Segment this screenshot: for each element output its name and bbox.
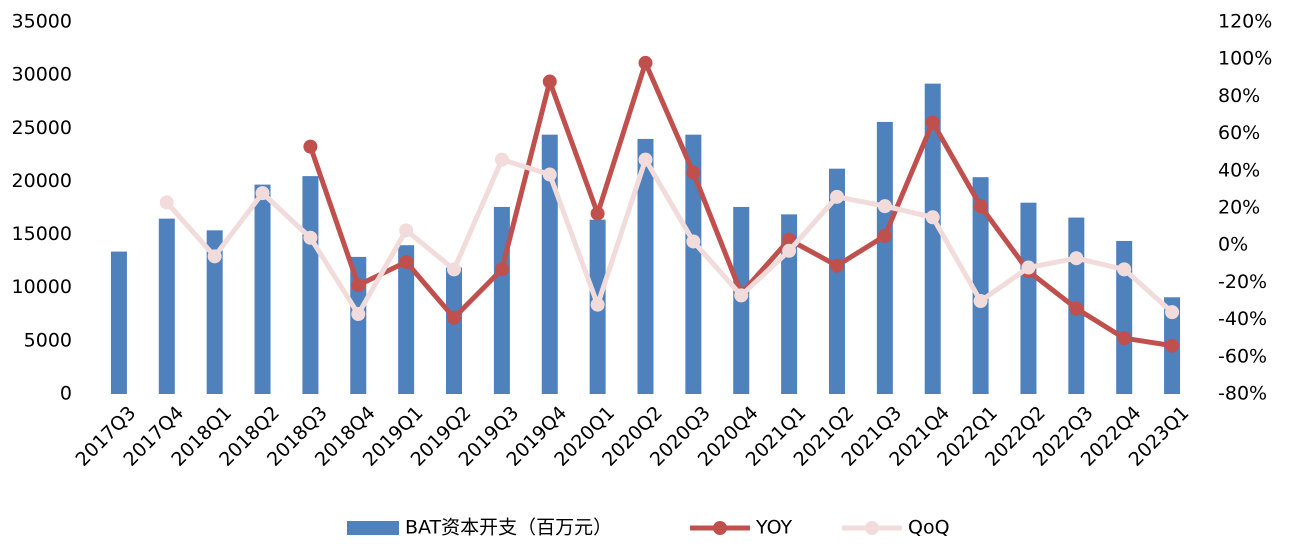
bar xyxy=(158,218,175,394)
marker xyxy=(399,223,414,238)
marker xyxy=(829,189,844,204)
y-tick-label: 20000 xyxy=(12,170,72,192)
marker xyxy=(1165,338,1180,353)
marker xyxy=(1165,305,1180,320)
y-tick-label: 15000 xyxy=(12,223,72,245)
marker xyxy=(1021,260,1036,275)
marker xyxy=(877,228,892,243)
marker xyxy=(1069,251,1084,266)
marker xyxy=(351,278,366,293)
bar xyxy=(206,230,223,394)
marker xyxy=(782,243,797,258)
bar xyxy=(1116,240,1133,394)
marker xyxy=(255,186,270,201)
marker xyxy=(159,195,174,210)
y-tick-label: 35000 xyxy=(12,11,72,33)
marker xyxy=(447,262,462,277)
y2-tick-label: -80% xyxy=(1218,383,1267,405)
bar xyxy=(350,256,367,394)
marker xyxy=(494,152,509,167)
marker xyxy=(207,249,222,264)
bar xyxy=(302,176,319,394)
marker xyxy=(734,288,749,303)
marker xyxy=(351,307,366,322)
legend-swatch xyxy=(347,521,399,535)
y-tick-label: 0 xyxy=(60,383,72,405)
marker xyxy=(590,206,605,221)
legend-swatch xyxy=(713,521,727,535)
bar xyxy=(493,206,510,394)
bar xyxy=(254,184,271,394)
y-tick-label: 25000 xyxy=(12,117,72,139)
marker xyxy=(973,294,988,308)
y2-tick-label: 0% xyxy=(1218,234,1248,256)
y2-tick-label: 100% xyxy=(1218,48,1272,70)
y2-tick-label: 80% xyxy=(1218,85,1260,107)
y-tick-label: 30000 xyxy=(12,64,72,86)
marker xyxy=(925,115,940,130)
legend-swatch xyxy=(865,521,879,535)
bar xyxy=(541,134,558,395)
bar xyxy=(637,138,654,394)
marker xyxy=(399,254,414,269)
legend-label: QoQ xyxy=(908,517,950,539)
y2-tick-label: -20% xyxy=(1218,271,1267,293)
bar xyxy=(110,251,127,394)
y2-tick-label: -60% xyxy=(1218,345,1267,367)
legend-label: YOY xyxy=(755,517,792,539)
bar xyxy=(446,267,463,394)
y2-tick-label: 60% xyxy=(1218,122,1260,144)
bar xyxy=(398,245,415,394)
marker xyxy=(638,152,653,167)
marker xyxy=(303,230,318,245)
marker xyxy=(303,139,318,154)
y2-tick-label: -40% xyxy=(1218,308,1267,330)
legend-label: BAT资本开支（百万元） xyxy=(405,517,612,539)
marker xyxy=(925,210,940,225)
marker xyxy=(494,262,509,277)
marker xyxy=(1069,301,1084,316)
marker xyxy=(590,297,605,312)
marker xyxy=(686,234,701,249)
marker xyxy=(447,310,462,325)
marker xyxy=(686,165,701,180)
bar xyxy=(685,134,702,395)
bar xyxy=(1020,202,1037,394)
y-tick-label: 5000 xyxy=(24,329,72,351)
bar xyxy=(972,177,989,394)
marker xyxy=(829,258,844,273)
marker xyxy=(1117,262,1132,277)
bar xyxy=(924,83,941,394)
y2-tick-label: 40% xyxy=(1218,159,1260,181)
y-tick-label: 10000 xyxy=(12,276,72,298)
bar xyxy=(828,168,845,394)
marker xyxy=(638,55,653,70)
marker xyxy=(542,167,557,182)
y2-tick-label: 120% xyxy=(1218,11,1272,33)
marker xyxy=(542,74,557,89)
marker xyxy=(877,199,892,214)
marker xyxy=(973,199,988,214)
bar xyxy=(876,121,893,394)
marker xyxy=(1117,331,1132,346)
line xyxy=(164,157,1174,317)
bar xyxy=(781,214,798,394)
y2-tick-label: 20% xyxy=(1218,197,1260,219)
